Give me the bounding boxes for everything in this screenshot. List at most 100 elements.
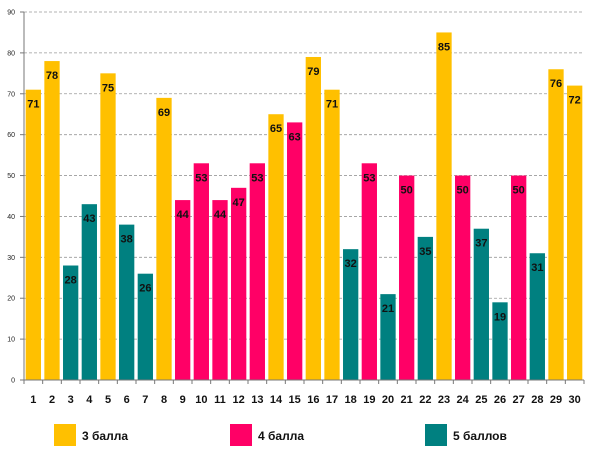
bar [455,175,471,380]
x-tick-label: 30 [569,394,581,406]
bar [529,253,545,380]
data-label: 78 [46,70,58,82]
bar [212,200,228,380]
data-label: 63 [289,131,301,143]
x-tick-label: 23 [438,394,450,406]
data-label: 50 [401,185,413,197]
y-tick-label: 60 [7,132,15,139]
data-label: 21 [382,303,394,315]
data-label: 76 [550,78,562,90]
data-label: 44 [214,209,227,221]
data-label: 35 [419,246,431,258]
x-tick-label: 28 [531,394,543,406]
bar [100,73,116,380]
bar [287,122,303,381]
x-tick-label: 24 [457,394,470,406]
y-tick-label: 10 [7,337,15,344]
legend-label: 4 балла [258,429,304,443]
bar [492,302,508,380]
x-tick-label: 21 [401,394,413,406]
legend-swatch [54,424,76,446]
data-label: 53 [363,172,375,184]
data-label: 50 [513,185,525,197]
y-tick-label: 70 [7,91,15,98]
x-tick-label: 20 [382,394,394,406]
bar [417,236,433,380]
x-axis-ticks: 1 2 3 4 5 6 7 8 9 10 11 12 13 14 15 16 17 18 19 20 21 22 23 24 2… [30,394,581,406]
x-tick-label: 4 [86,394,93,406]
data-label: 85 [438,41,450,53]
bar [175,200,191,380]
y-tick-label: 40 [7,214,15,221]
data-label: 65 [270,123,282,135]
y-tick-label: 90 [7,10,15,17]
data-label: 28 [65,275,77,287]
bar [511,175,527,380]
bar [25,89,41,380]
bar [567,85,583,380]
bar [305,56,321,380]
bars [25,32,583,381]
x-tick-label: 3 [68,394,74,406]
bar [81,204,97,380]
bar [399,175,415,380]
x-tick-label: 19 [363,394,375,406]
x-tick-label: 9 [180,394,186,406]
bar [231,187,247,380]
bar [436,32,452,380]
x-tick-label: 17 [326,394,338,406]
data-label: 19 [494,311,506,323]
axes [20,11,585,384]
y-tick-label: 50 [7,173,15,180]
gridlines [24,11,584,340]
legend-label: 5 баллов [453,429,507,443]
data-label: 38 [121,234,133,246]
x-tick-label: 22 [419,394,431,406]
legend-swatch [425,424,447,446]
x-tick-label: 18 [345,394,357,406]
x-tick-label: 1 [30,394,36,406]
data-label: 75 [102,82,114,94]
bar [380,294,396,380]
data-label: 69 [158,107,170,119]
bar [343,249,359,380]
x-tick-label: 16 [307,394,319,406]
x-tick-label: 29 [550,394,562,406]
bar [137,273,153,380]
x-tick-label: 6 [124,394,130,406]
bar [361,163,377,380]
data-label: 31 [531,262,543,274]
bar [548,69,564,380]
legend: 3 балла 4 балла 5 баллов [54,424,507,446]
y-tick-label: 80 [7,50,15,57]
x-tick-label: 26 [494,394,506,406]
bar [249,163,265,380]
x-tick-label: 14 [270,394,283,406]
bar [193,163,209,380]
x-tick-label: 12 [233,394,245,406]
legend-swatch [230,424,252,446]
x-tick-label: 2 [49,394,55,406]
x-tick-label: 27 [513,394,525,406]
data-label: 26 [139,283,151,295]
x-tick-label: 25 [475,394,487,406]
x-tick-label: 5 [105,394,111,406]
data-label: 43 [83,213,95,225]
legend-label: 3 балла [82,429,128,443]
x-tick-label: 15 [289,394,301,406]
bar [63,265,79,380]
bar [119,224,135,380]
data-label: 44 [177,209,190,221]
data-label: 32 [345,258,357,270]
x-tick-label: 8 [161,394,167,406]
x-tick-label: 10 [195,394,207,406]
bar [44,61,60,381]
x-tick-label: 13 [251,394,263,406]
data-label: 37 [475,238,487,250]
data-label: 71 [326,99,338,111]
bar [268,114,284,380]
bar [324,89,340,380]
x-tick-label: 7 [142,394,148,406]
data-label: 47 [233,197,245,209]
x-tick-label: 11 [214,394,226,406]
